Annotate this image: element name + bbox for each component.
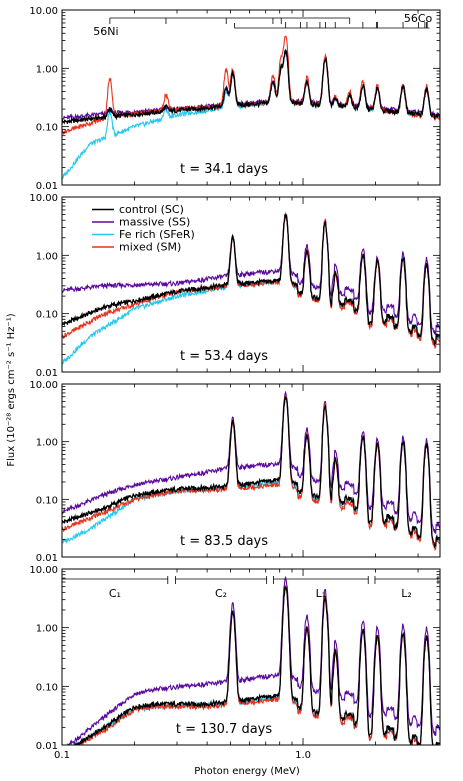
plot-area <box>62 390 440 552</box>
x-axis-label: Photon energy (MeV) <box>194 766 300 777</box>
y-axis-label: Flux (10⁻²⁸ ergs cm⁻² s⁻¹ Hz⁻¹) <box>6 313 17 466</box>
panel-frame <box>61 196 441 373</box>
x-tick-label: 0.1 <box>54 750 70 761</box>
series-massive-line <box>64 575 440 745</box>
panel-frame <box>61 383 441 558</box>
legend: control (SC)massive (SS)Fe rich (SFeR)mi… <box>92 203 195 254</box>
panel-time-label: t = 130.7 days <box>176 722 273 737</box>
y-tick-label: 0.01 <box>36 741 58 752</box>
plot-area <box>64 575 440 745</box>
y-tick-label: 1.00 <box>36 64 58 75</box>
y-tick-label: 1.00 <box>36 438 58 449</box>
y-tick-label: 0.10 <box>36 310 58 321</box>
series-control-line <box>62 213 440 346</box>
series-massive-line <box>62 212 440 336</box>
panel-time-label: t = 83.5 days <box>180 534 268 549</box>
y-tick-label: 1.00 <box>36 251 58 262</box>
y-tick-label: 1.00 <box>36 624 58 635</box>
panels-group: 10.001.000.100.01t = 34.1 days56Ni56Co10… <box>29 6 441 761</box>
band-label: C₁ <box>109 587 121 600</box>
series-mixed-line <box>62 395 440 552</box>
co-label: 56Co <box>404 12 433 25</box>
y-tick-label: 0.10 <box>36 123 58 134</box>
x-tick-label: 1.0 <box>295 750 311 761</box>
plot-area <box>62 35 440 180</box>
legend-label-control: control (SC) <box>119 203 184 216</box>
legend-label-mixed: mixed (SM) <box>119 241 181 254</box>
series-control-line <box>71 586 440 745</box>
band-label: L₂ <box>401 587 412 600</box>
series-control-line <box>62 49 440 125</box>
panel-time-label: t = 53.4 days <box>180 349 268 364</box>
series-mixed-line <box>62 35 440 135</box>
panel-time-label: t = 34.1 days <box>180 162 268 177</box>
band-label: L₁ <box>316 587 327 600</box>
ni-label: 56Ni <box>93 25 118 38</box>
panel-frame <box>61 568 441 746</box>
series-fe_rich-line <box>62 394 440 549</box>
y-tick-label: 0.10 <box>36 495 58 506</box>
y-tick-label: 10.00 <box>29 565 58 576</box>
legend-label-massive: massive (SS) <box>119 216 190 229</box>
legend-label-fe_rich: Fe rich (SFeR) <box>119 228 195 241</box>
panel-1: 10.00 1.00 0.10 0.01 t = 34.1 days 56Ni 56Co <box>29 6 441 192</box>
panel-4: 10.00 1.00 0.10 0.010.1 1.0 t = 130.7 days C₁ C… <box>29 565 441 761</box>
panel-frame <box>61 9 441 186</box>
y-tick-label: 0.10 <box>36 682 58 693</box>
y-tick-label: 10.00 <box>29 380 58 391</box>
y-tick-label: 10.00 <box>29 193 58 204</box>
y-tick-label: 0.01 <box>36 181 58 192</box>
y-tick-label: 0.01 <box>36 553 58 564</box>
y-tick-label: 10.00 <box>29 6 58 17</box>
series-control-line <box>62 396 440 549</box>
band-label: C₂ <box>215 587 227 600</box>
y-tick-label: 0.01 <box>36 368 58 379</box>
panel-3: 10.00 1.00 0.10 0.01 t = 83.5 days <box>29 380 441 564</box>
panel-2: 10.00 1.00 0.10 0.01 t = 53.4 days control (S… <box>29 193 441 379</box>
plot-area <box>62 212 440 365</box>
series-massive-line <box>62 390 440 534</box>
